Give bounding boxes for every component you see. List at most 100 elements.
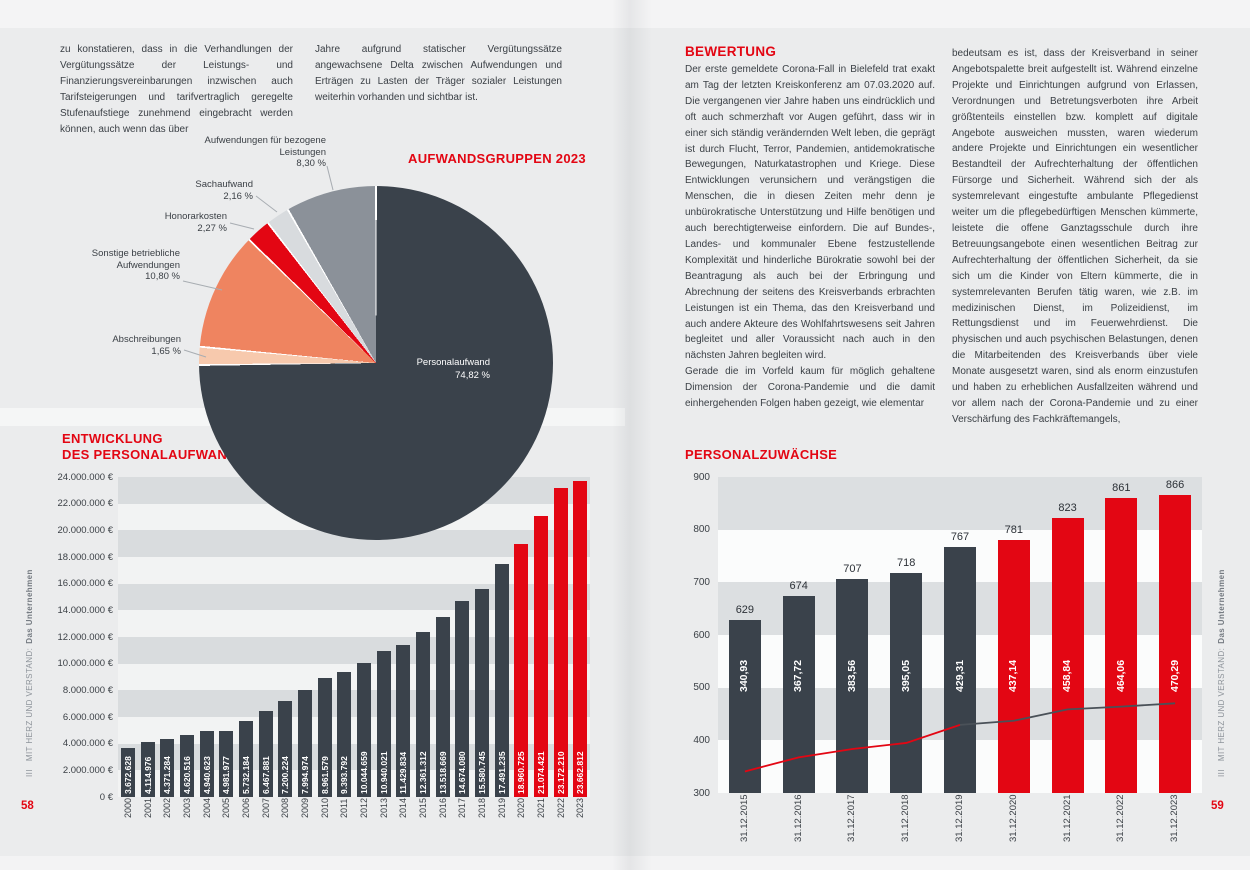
- pie-label-line: Aufwendungen: [116, 259, 180, 271]
- x-axis-label: 2011: [339, 798, 350, 818]
- body-text-column: Jahre aufgrund statischer Vergütungssätz…: [315, 44, 562, 103]
- bar-value-label: 707: [843, 562, 862, 575]
- x-axis-label: 31.12.2021: [1061, 794, 1073, 842]
- body-text-column: bedeutsam es ist, dass der Kreisverband …: [952, 48, 1198, 425]
- y-axis-label: 500: [693, 682, 710, 694]
- pie-chart: [199, 186, 553, 540]
- bar: [120, 748, 135, 797]
- x-axis-label: 2017: [457, 797, 468, 818]
- y-axis-label: 800: [693, 524, 710, 536]
- grid-band: [118, 690, 590, 717]
- y-axis-label: 6.000.000 €: [62, 711, 113, 723]
- background-strip-top: [0, 0, 1250, 28]
- body-paragraph: Der erste gemeldete Corona-Fall in Biele…: [685, 64, 935, 362]
- x-axis-label: 2022: [555, 797, 566, 818]
- bar: [396, 644, 411, 797]
- x-axis-label: 2014: [398, 797, 409, 818]
- y-axis-label: 900: [693, 471, 710, 483]
- bar-value-label: 4.114.976: [142, 756, 153, 794]
- x-axis-label: 31.12.2019: [954, 794, 965, 842]
- y-axis-label: 600: [693, 629, 710, 641]
- y-axis-label: 24.000.000 €: [57, 471, 113, 483]
- bar-value-label: 9.393.792: [339, 756, 350, 794]
- bar: [356, 663, 371, 797]
- x-axis-label: 2019: [496, 797, 507, 818]
- bar-value-label: 6.467.881: [260, 756, 271, 794]
- bar-value-label: 10.044.659: [358, 751, 369, 794]
- bar: [514, 544, 529, 797]
- bar-value-label: 11.429.834: [398, 751, 409, 794]
- bar: [238, 720, 253, 797]
- bar: [297, 690, 312, 797]
- bar: [160, 738, 175, 797]
- bar: [1051, 517, 1084, 793]
- y-axis-label: 12.000.000 €: [57, 631, 113, 643]
- bar: [997, 539, 1030, 793]
- x-axis-label: 31.12.2018: [900, 794, 912, 842]
- bar-value-label: 14.674.080: [457, 751, 468, 794]
- x-axis-label: 31.12.2020: [1007, 794, 1019, 842]
- x-axis-label: 2018: [476, 797, 487, 818]
- bar-value-label: 3.672.628: [122, 756, 133, 794]
- x-axis-label: 31.12.2015: [738, 794, 750, 842]
- bar: [219, 730, 234, 797]
- bar: [474, 589, 489, 797]
- bar-value-label: 4.371.284: [162, 756, 173, 794]
- bar: [435, 616, 450, 797]
- bar-value-label: 15.580.745: [476, 751, 487, 794]
- y-axis-label: 10.000.000 €: [57, 658, 113, 670]
- bar: [140, 742, 155, 797]
- right-chart-title: PERSONALZUWÄCHSE: [685, 447, 838, 462]
- pie-label-line: Leistungen: [279, 146, 326, 158]
- bar: [455, 601, 470, 797]
- bar: [337, 671, 352, 797]
- page-number-right: 59: [1211, 800, 1224, 812]
- pie-label-value: 1,65 %: [151, 345, 181, 357]
- x-axis-label: 2020: [516, 797, 527, 818]
- x-axis-label: 2007: [260, 797, 271, 818]
- y-axis-label: 20.000.000 €: [57, 524, 113, 536]
- bar-inner-value-label: 367,72: [792, 659, 805, 692]
- x-axis-label: 2016: [437, 797, 448, 818]
- x-axis-label: 2006: [240, 797, 251, 818]
- y-axis-label: 400: [693, 734, 710, 746]
- bar: [533, 516, 548, 797]
- bar: [553, 488, 568, 797]
- pie-callout: Abschreibungen 1,65 %: [41, 334, 181, 357]
- pie-label-value: 10,80 %: [145, 271, 180, 283]
- bar-inner-value-label: 429,31: [953, 659, 966, 692]
- body-text-column: Der erste gemeldete Corona-Fall in Biele…: [685, 62, 935, 412]
- bar: [782, 596, 815, 793]
- bar: [199, 731, 214, 797]
- bar-value-label: 823: [1058, 501, 1077, 514]
- bar-value-label: 866: [1165, 478, 1185, 491]
- bar-value-label: 4.940.623: [201, 756, 212, 794]
- pie-label-line: Sonstige betriebliche: [91, 248, 180, 259]
- bar-value-label: 17.491.235: [496, 751, 507, 794]
- grid-band: [118, 583, 590, 611]
- x-axis-label: 2004: [201, 797, 212, 818]
- y-axis-label: 2.000.000 €: [62, 764, 113, 776]
- margin-section-number: III: [1217, 769, 1226, 777]
- pie-callout: Sonstige betriebliche Aufwendungen 10,80 %: [40, 248, 180, 283]
- pie-label-value: 8,30 %: [296, 158, 326, 170]
- x-axis-label: 2015: [417, 797, 428, 818]
- pie-label-line: Aufwendungen für bezogene: [204, 135, 327, 146]
- bar-value-label: 4.620.516: [181, 756, 192, 794]
- bar: [573, 481, 588, 797]
- pie-label-value: 2,16 %: [223, 190, 253, 202]
- pie-label-line: Abschreibungen: [112, 334, 181, 345]
- body-text-column: zu konstatieren, dass in die Verhandlung…: [60, 44, 293, 135]
- page-number-left: 58: [21, 800, 34, 812]
- pie-leader-line: [326, 165, 334, 191]
- bar: [376, 651, 391, 797]
- bar-value-label: 5.732.184: [240, 756, 251, 794]
- bar-value-label: 781: [1004, 523, 1023, 536]
- y-axis-label: 16.000.000 €: [57, 578, 113, 590]
- bar-value-label: 23.172.210: [555, 751, 566, 794]
- bar-value-label: 10.940.021: [378, 751, 389, 794]
- bar-value-label: 7.200.224: [280, 756, 291, 794]
- bar: [494, 563, 509, 797]
- bar: [317, 677, 332, 797]
- bar-value-label: 13.518.669: [437, 751, 448, 794]
